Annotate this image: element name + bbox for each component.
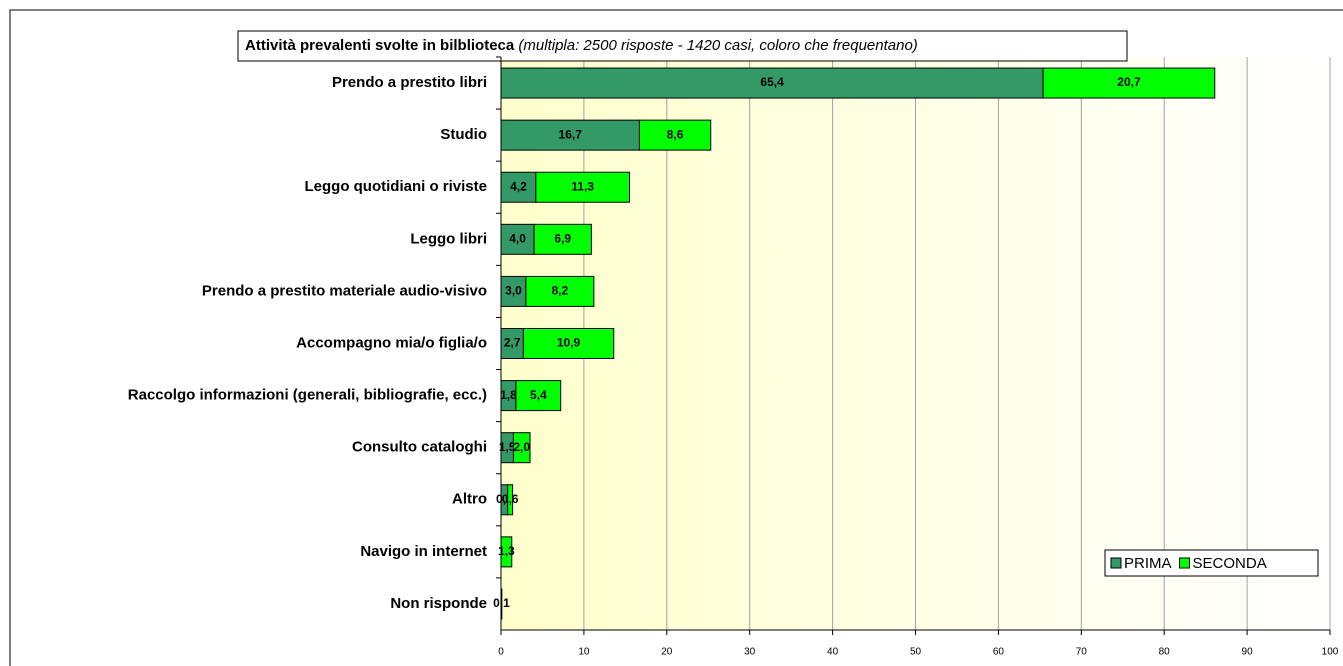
bar-segment <box>535 171 630 203</box>
data-label: 20,7 <box>1117 75 1141 89</box>
x-tick-label: 80 <box>1159 647 1171 658</box>
x-tick-label: 40 <box>827 647 839 658</box>
legend-label: SECONDA <box>1193 555 1267 572</box>
x-tick-label: 60 <box>993 647 1005 658</box>
x-tick-label: 50 <box>910 647 922 658</box>
y-tick-label: Leggo libri <box>410 230 487 247</box>
data-label: 65,4 <box>760 75 784 89</box>
data-label: 4,0 <box>509 231 526 245</box>
chart-frame <box>9 9 1343 666</box>
y-tick-label: Raccolgo informazioni (generali, bibliog… <box>128 387 487 404</box>
chart-title: Attività prevalenti svolte in bilbliotec… <box>245 37 918 54</box>
data-label: 16,7 <box>559 127 583 141</box>
legend-swatch <box>1110 557 1122 569</box>
y-tick-label: Accompagno mia/o figlia/o <box>296 334 487 351</box>
x-tick-label: 100 <box>1322 647 1339 658</box>
legend-label: PRIMA <box>1124 555 1172 572</box>
bar-segment <box>515 380 562 412</box>
bar-segment <box>500 275 527 307</box>
bar-segment <box>522 328 615 359</box>
y-tick-label: Leggo quotidiani o riviste <box>304 178 487 195</box>
legend-box <box>1104 549 1319 577</box>
data-label: 8,6 <box>667 127 684 141</box>
x-tick-label: 30 <box>744 647 756 658</box>
y-tick-label: Navigo in internet <box>360 543 487 560</box>
data-label: 1,3 <box>498 544 515 558</box>
data-label: 0,1 <box>493 596 510 610</box>
x-tick-label: 10 <box>578 647 590 658</box>
data-label: 6,9 <box>554 231 571 245</box>
y-tick-label: Prendo a prestito libri <box>332 74 487 91</box>
bar-segment <box>1042 67 1216 99</box>
y-tick-label: Altro <box>452 491 487 508</box>
data-label: 1,8 <box>500 388 517 402</box>
bar-segment <box>500 536 513 568</box>
data-label: 1,5 <box>499 440 516 454</box>
y-tick-label: Studio <box>440 126 487 143</box>
data-label: 0,6 <box>502 492 519 506</box>
bar-segment <box>533 223 592 255</box>
y-tick-label: Prendo a prestito materiale audio-visivo <box>202 282 487 299</box>
data-label: 5,4 <box>530 388 547 402</box>
title-box <box>237 30 1128 62</box>
data-label: 2,0 <box>513 440 530 454</box>
x-tick-label: 20 <box>661 647 673 658</box>
x-tick-label: 0 <box>498 647 504 658</box>
subtitle: (multipla: 2500 risposte - 1420 casi, co… <box>518 37 917 54</box>
bar-segment <box>500 67 1044 99</box>
bar-segment <box>638 119 712 151</box>
y-tick-label: Non risponde <box>390 595 487 612</box>
data-label: 8,2 <box>552 284 569 298</box>
bar-segment <box>500 171 537 203</box>
bar-segment <box>500 588 503 620</box>
y-tick-label: Consulto cataloghi <box>352 439 487 456</box>
bar-segment <box>512 432 531 464</box>
data-label: 2,7 <box>504 336 521 350</box>
data-label: 3,0 <box>505 284 522 298</box>
title-main: Attività prevalenti svolte in bilbliotec… <box>245 37 515 54</box>
x-tick-label: 90 <box>1242 647 1254 658</box>
bar-segment <box>507 484 514 516</box>
data-label: 11,3 <box>571 179 594 193</box>
bar-segment <box>525 275 595 307</box>
data-label: 4,2 <box>510 179 527 193</box>
data-label: 10,9 <box>557 336 581 350</box>
legend-swatch <box>1179 557 1191 569</box>
x-tick-label: 70 <box>1076 647 1088 658</box>
bar-segment <box>500 119 640 151</box>
